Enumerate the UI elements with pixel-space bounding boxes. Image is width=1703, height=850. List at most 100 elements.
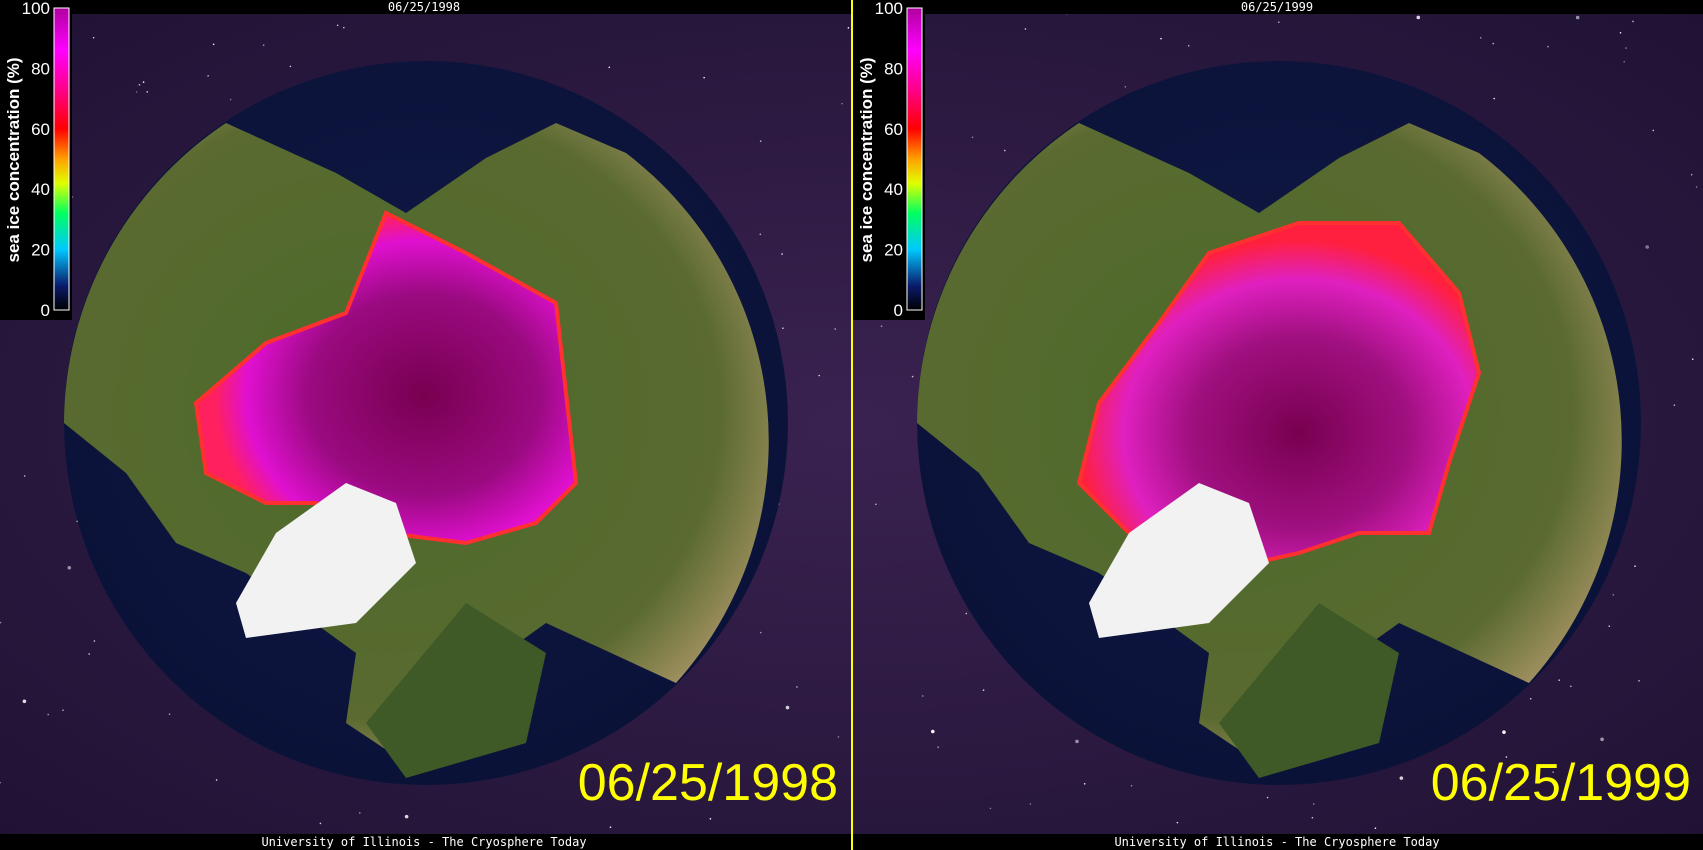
star xyxy=(982,689,985,691)
colorbar-tick-label: 60 xyxy=(31,120,50,139)
star xyxy=(1502,730,1506,734)
sea-ice xyxy=(193,210,579,546)
star xyxy=(1416,15,1421,20)
panel: 06/25/1999 0 20 40 60 80 100 sea ice concentrat… xyxy=(853,0,1703,850)
star xyxy=(1600,737,1604,742)
star xyxy=(212,43,215,46)
star xyxy=(1529,697,1532,700)
star xyxy=(1623,60,1625,63)
colorbar-label: sea ice concentration (%) xyxy=(4,57,23,262)
star xyxy=(971,136,974,139)
star xyxy=(1266,796,1269,799)
star xyxy=(841,102,843,105)
star xyxy=(93,640,96,642)
star xyxy=(1029,803,1032,805)
star xyxy=(47,713,50,716)
star xyxy=(1632,20,1634,23)
star xyxy=(1075,739,1079,744)
footer-bar xyxy=(853,834,1703,850)
star xyxy=(319,822,322,825)
star xyxy=(1652,129,1655,132)
star xyxy=(1130,784,1133,787)
star xyxy=(92,36,95,39)
star xyxy=(359,812,361,814)
star xyxy=(796,686,798,688)
footer: University of Illinois - The Cryosphere … xyxy=(1114,835,1439,849)
land xyxy=(1219,603,1399,778)
colorbar-tick-label: 40 xyxy=(884,180,903,199)
star xyxy=(1558,679,1560,681)
star xyxy=(262,44,265,46)
star xyxy=(782,327,784,329)
star xyxy=(168,713,171,716)
star xyxy=(759,233,762,236)
star xyxy=(1690,173,1693,176)
star xyxy=(937,746,939,748)
star xyxy=(1311,816,1314,819)
star xyxy=(1024,28,1027,30)
footer-bar xyxy=(0,834,851,850)
divider xyxy=(851,0,853,850)
star xyxy=(709,817,712,820)
greenland xyxy=(236,483,416,638)
colorbar-tick-label: 0 xyxy=(41,301,50,320)
star xyxy=(1695,186,1698,188)
star xyxy=(62,709,64,712)
star xyxy=(781,253,783,255)
date-label: 06/25/1999 xyxy=(1431,754,1691,812)
star xyxy=(1399,776,1404,780)
globe xyxy=(64,123,769,778)
star xyxy=(875,503,877,506)
star xyxy=(965,612,968,615)
star xyxy=(1083,782,1086,785)
star xyxy=(142,81,145,83)
star xyxy=(1492,42,1495,45)
star xyxy=(1374,827,1377,830)
star xyxy=(289,65,292,68)
star xyxy=(336,24,339,27)
star xyxy=(1552,771,1554,773)
header-date: 06/25/1999 xyxy=(1241,0,1313,14)
star xyxy=(1124,85,1127,88)
star xyxy=(1575,15,1580,20)
star xyxy=(23,475,26,477)
colorbar-label: sea ice concentration (%) xyxy=(857,57,876,262)
greenland xyxy=(1089,483,1269,638)
header-date: 06/25/1998 xyxy=(388,0,460,14)
star xyxy=(921,695,924,697)
star xyxy=(1187,45,1190,47)
star xyxy=(609,826,612,828)
star xyxy=(989,807,992,810)
colorbar-tick-label: 0 xyxy=(894,301,903,320)
star xyxy=(1547,45,1549,48)
star xyxy=(818,374,820,377)
star xyxy=(1673,404,1676,406)
star xyxy=(67,565,72,570)
star xyxy=(22,699,27,704)
star xyxy=(1608,625,1611,627)
star xyxy=(931,729,935,734)
star xyxy=(88,653,90,655)
star xyxy=(1645,245,1649,249)
star xyxy=(847,27,850,29)
panel: 06/25/1998 0 20 40 60 80 100 sea ice concentrat… xyxy=(0,0,851,850)
star xyxy=(1625,47,1627,49)
star xyxy=(911,375,914,378)
star xyxy=(1312,803,1315,805)
star xyxy=(229,98,232,101)
star xyxy=(1479,36,1482,39)
star xyxy=(0,781,1,784)
star xyxy=(759,140,762,142)
header-bar xyxy=(853,0,1703,14)
star xyxy=(1505,756,1508,758)
header-bar xyxy=(0,0,851,14)
star xyxy=(343,26,345,29)
star xyxy=(837,736,840,738)
star xyxy=(834,328,836,330)
colorbar-tick-label: 40 xyxy=(31,180,50,199)
colorbar-tick-label: 20 xyxy=(31,241,50,260)
colorbar-tick-label: 20 xyxy=(884,241,903,260)
colorbar-tick-label: 100 xyxy=(22,0,50,18)
colorbar-tick-label: 60 xyxy=(884,120,903,139)
